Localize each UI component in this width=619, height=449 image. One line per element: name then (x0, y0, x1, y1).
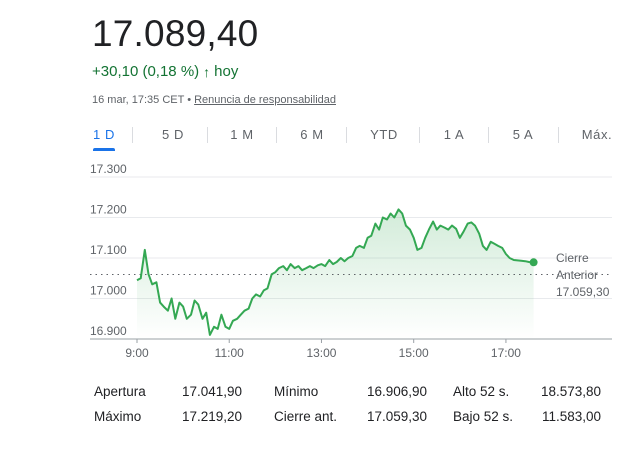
range-tabs: 1 D 5 D 1 M 6 M YTD 1 A 5 A Máx. (74, 121, 619, 151)
tab-divider (346, 127, 347, 143)
y-tick-label: 17.000 (90, 284, 127, 298)
current-price-dot (529, 258, 538, 267)
tab-1a[interactable]: 1 A (443, 127, 465, 142)
tab-divider (132, 127, 133, 143)
tab-divider (558, 127, 559, 143)
stat-value: 18.573,80 (540, 384, 601, 399)
arrow-up-icon: ↑ (203, 63, 211, 80)
stat-label: Apertura (94, 384, 146, 399)
change-value: +30,10 (0,18 %) (92, 63, 200, 80)
tab-divider (419, 127, 420, 143)
tab-6m[interactable]: 6 M (300, 127, 324, 142)
disclaimer-link[interactable]: Renuncia de responsabilidad (194, 94, 336, 106)
prev-close-value: 17.059,30 (556, 285, 610, 299)
stat-value: 16.906,90 (366, 384, 427, 399)
x-tick-label: 13:00 (306, 346, 336, 360)
x-tick-label: 11:00 (215, 346, 244, 360)
separator-bullet: • (187, 94, 192, 106)
intraday-chart[interactable]: 17.300 17.200 17.100 17.000 16.900 9:00 11:00… (0, 155, 619, 367)
stat-label: Bajo 52 s. (453, 409, 514, 424)
stat-label: Cierre ant. (274, 409, 338, 424)
y-tick-label: 17.200 (90, 203, 127, 217)
current-price: 17.089,40 (92, 13, 259, 54)
tab-divider (488, 127, 489, 143)
stat-label: Alto 52 s. (453, 384, 510, 399)
y-axis-ticks: 17.300 17.200 17.100 17.000 16.900 (90, 162, 127, 338)
tab-1m[interactable]: 1 M (230, 127, 254, 142)
prev-close-label: Cierre (556, 251, 589, 265)
tab-1d[interactable]: 1 D (91, 121, 117, 151)
stat-value: 17.219,20 (182, 409, 243, 424)
tab-divider (207, 127, 208, 143)
price-area-fill (137, 209, 534, 339)
stat-label: Máximo (94, 409, 142, 424)
x-tick-label: 9:00 (125, 346, 149, 360)
prev-close-label-2: Anterior (556, 268, 598, 282)
stat-value: 11.583,00 (541, 409, 601, 424)
tab-5a[interactable]: 5 A (512, 127, 534, 142)
tab-ytd[interactable]: YTD (370, 127, 398, 142)
tab-divider (276, 127, 277, 143)
price-change: +30,10 (0,18 %) ↑ hoy (92, 63, 238, 80)
stat-value: 17.059,30 (366, 409, 427, 424)
y-tick-label: 16.900 (90, 324, 127, 338)
y-tick-label: 17.300 (90, 162, 127, 176)
stat-value: 17.041,90 (182, 384, 243, 399)
x-tick-label: 15:00 (399, 346, 429, 360)
tab-5d[interactable]: 5 D (161, 127, 185, 142)
price-meta: 16 mar, 17:35 CET • Renuncia de responsa… (92, 94, 336, 106)
tab-max[interactable]: Máx. (581, 127, 613, 142)
x-tick-label: 17:00 (491, 346, 521, 360)
stat-label: Mínimo (274, 384, 319, 399)
change-period: hoy (214, 63, 239, 80)
y-tick-label: 17.100 (90, 243, 127, 257)
timestamp: 16 mar, 17:35 CET (92, 94, 185, 106)
x-axis-ticks: 9:00 11:00 13:00 15:00 17:00 (125, 339, 521, 360)
price-line (136, 208, 534, 336)
